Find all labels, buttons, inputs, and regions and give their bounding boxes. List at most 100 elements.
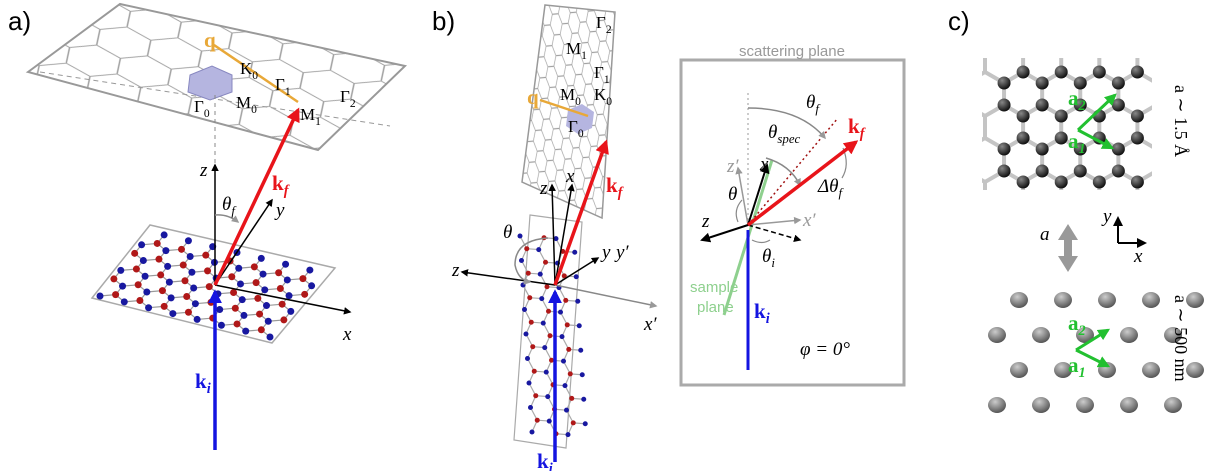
atom — [192, 300, 199, 307]
panel-a — [28, 4, 405, 450]
colloid — [1120, 327, 1138, 343]
bond — [1156, 72, 1175, 83]
label-text: y — [274, 200, 285, 221]
label-text: y — [600, 242, 611, 263]
colloid — [988, 327, 1006, 343]
label-text: θ — [806, 92, 815, 113]
label-text: x′ — [802, 210, 816, 231]
atom — [190, 284, 197, 291]
bond — [1118, 204, 1137, 215]
label: y — [274, 200, 285, 221]
atom — [526, 271, 531, 276]
bond — [1099, 39, 1118, 50]
atom — [525, 356, 530, 361]
bond — [1042, 6, 1061, 17]
bond — [966, 138, 985, 149]
label: θ — [728, 184, 737, 205]
atom — [279, 301, 286, 308]
atom — [998, 143, 1011, 156]
bond — [1118, 6, 1137, 17]
atom — [1131, 176, 1144, 189]
atom — [169, 310, 176, 317]
label: sample — [690, 279, 738, 296]
atom — [565, 322, 570, 327]
atom — [1055, 176, 1068, 189]
atom — [566, 347, 571, 352]
atom — [539, 296, 544, 301]
atom — [164, 263, 171, 270]
atom — [277, 285, 284, 292]
atom — [218, 322, 225, 329]
atom — [543, 260, 548, 265]
label-text: θ — [503, 222, 512, 243]
bond — [947, 39, 966, 50]
atom — [265, 318, 272, 325]
atom — [578, 348, 583, 353]
atom — [142, 273, 149, 280]
panel-c — [890, 6, 1205, 413]
atom — [206, 283, 213, 290]
bond — [1004, 204, 1023, 215]
label: plane — [697, 299, 734, 316]
label-subscript: i — [549, 461, 553, 471]
label-text: k — [195, 369, 207, 393]
atom — [1112, 77, 1125, 90]
atom — [228, 273, 235, 280]
atom — [239, 296, 246, 303]
label-subscript: 1 — [581, 49, 587, 62]
bond — [1195, 204, 1205, 215]
bond — [928, 171, 947, 182]
atom — [275, 269, 282, 276]
atom — [524, 332, 529, 337]
colloid — [1120, 397, 1138, 413]
atom — [110, 275, 117, 282]
atom — [1036, 99, 1049, 112]
atom — [159, 287, 166, 294]
atom — [143, 288, 150, 295]
atom — [1036, 143, 1049, 156]
atom — [181, 277, 188, 284]
atom — [583, 421, 588, 426]
bond — [909, 171, 928, 182]
label-text: q — [204, 28, 216, 52]
panel-b — [462, 5, 904, 462]
label: b) — [432, 6, 455, 36]
label-text: a — [1068, 311, 1079, 335]
atom — [574, 274, 579, 279]
atom — [258, 326, 265, 333]
atom — [545, 284, 550, 289]
bond — [985, 6, 1004, 17]
colloid — [1054, 292, 1072, 308]
atom — [527, 295, 532, 300]
atom — [561, 359, 566, 364]
atom — [202, 252, 209, 259]
page-body: a)b)c)qK0Γ1Γ0M0M1Γ2zθfykfxkiΓ2M1Γ1M0K0Γ0… — [0, 0, 1205, 471]
atom — [178, 246, 185, 253]
label-text: k — [754, 299, 766, 323]
atom — [1036, 77, 1049, 90]
bond — [1099, 6, 1118, 17]
scale-arrow — [1058, 224, 1078, 272]
label: q — [204, 28, 216, 52]
atom — [155, 256, 162, 263]
atom — [119, 283, 126, 290]
atom — [546, 309, 551, 314]
label-text: x′ — [643, 314, 657, 335]
bond — [909, 204, 928, 215]
bond — [966, 204, 985, 215]
atom — [166, 279, 173, 286]
bond — [909, 6, 928, 17]
atom — [545, 394, 550, 399]
bond — [909, 138, 928, 149]
atom — [254, 295, 261, 302]
bond — [928, 138, 947, 149]
atom — [535, 418, 540, 423]
label: ki — [195, 369, 211, 397]
bond — [1137, 6, 1156, 17]
colloid — [1164, 397, 1182, 413]
atom — [564, 408, 569, 413]
bond — [1195, 105, 1205, 116]
atom — [1093, 176, 1106, 189]
atom — [581, 397, 586, 402]
label-text: θ — [768, 122, 777, 143]
